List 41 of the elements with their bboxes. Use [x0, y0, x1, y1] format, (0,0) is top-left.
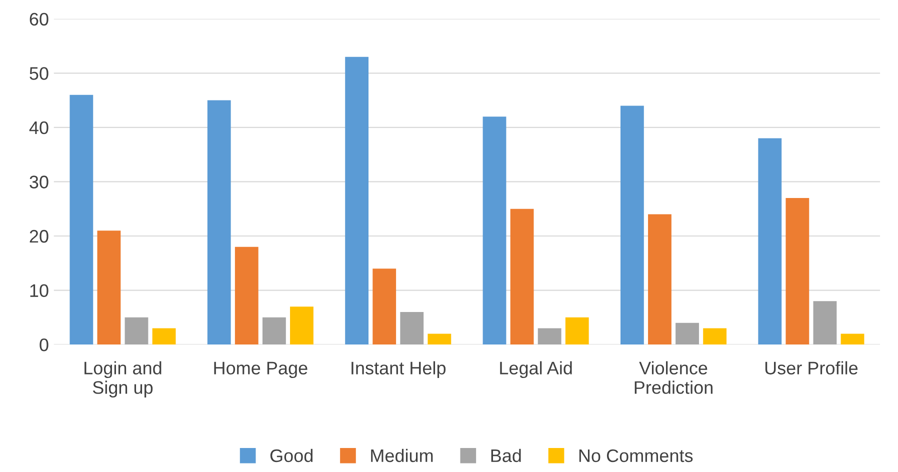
y-tick-label: 40 [29, 121, 48, 134]
y-tick-label: 30 [30, 176, 48, 188]
y-tick-label: 0 [40, 338, 48, 352]
bar [510, 208, 534, 345]
legend-label: Good [270, 448, 313, 462]
bar [152, 328, 176, 345]
bar [758, 138, 782, 345]
bar [234, 246, 258, 345]
legend-label: Bad [491, 448, 521, 462]
x-tick-label: Violence Prediction [634, 361, 712, 394]
bar [428, 334, 452, 345]
legend-label: Medium [371, 448, 433, 462]
x-tick-label: Legal Aid [500, 361, 572, 378]
bar [207, 100, 231, 345]
y-tick-label: 60 [30, 12, 48, 26]
bar [482, 116, 506, 345]
bar [538, 328, 562, 345]
bar [786, 198, 810, 345]
y-tick-label: 10 [30, 284, 48, 297]
bar [290, 306, 314, 345]
bar [840, 334, 864, 345]
bar [565, 317, 589, 345]
y-tick-label: 50 [30, 67, 48, 80]
bar [703, 328, 727, 345]
bar [97, 230, 121, 345]
bar [400, 312, 424, 345]
x-tick-label: User Profile [765, 361, 858, 374]
x-tick-label: Home Page [214, 362, 308, 378]
bar [124, 317, 148, 345]
y-tick-label: 20 [30, 230, 48, 243]
bar [345, 56, 369, 345]
legend-label: No Comments [579, 449, 693, 462]
bar [620, 106, 644, 345]
bar [70, 94, 94, 345]
x-tick-label: Instant Help [352, 361, 446, 378]
bar [648, 214, 672, 345]
bar [372, 268, 396, 345]
bar [676, 322, 699, 345]
bar [262, 317, 286, 345]
bar [813, 301, 837, 345]
x-tick-label: Login and Sign up [84, 361, 162, 398]
